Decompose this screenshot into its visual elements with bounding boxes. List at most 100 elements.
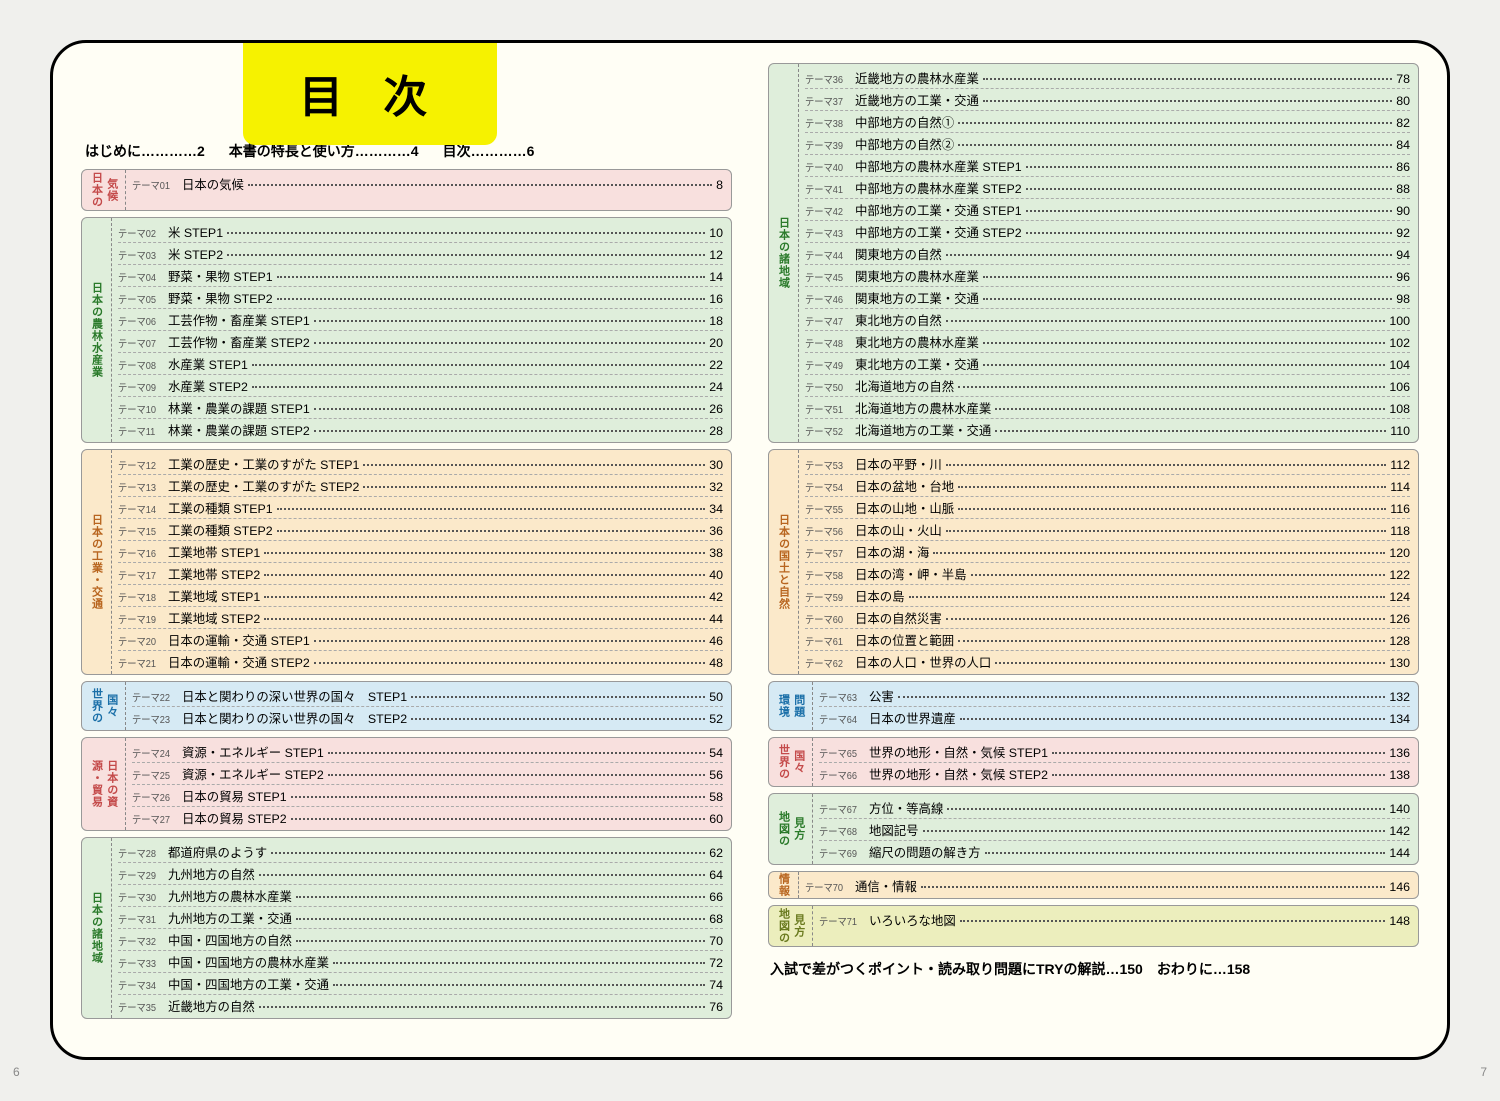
- page-number: 128: [1389, 634, 1410, 648]
- leader-dots: [1026, 210, 1393, 212]
- entries: テーマ36近畿地方の農林水産業78テーマ37近畿地方の工業・交通80テーマ38中…: [799, 64, 1418, 442]
- entry-title: 工業の種類 STEP2: [168, 521, 273, 539]
- section-label: 日本の気候: [82, 170, 126, 210]
- page-number: 46: [709, 634, 723, 648]
- page-number: 138: [1389, 768, 1410, 782]
- entry-title: 工業地帯 STEP1: [168, 543, 260, 561]
- page-number: 8: [716, 178, 723, 192]
- entry-title: 九州地方の農林水産業: [168, 887, 292, 905]
- toc-entry: テーマ49東北地方の工業・交通104: [805, 353, 1410, 375]
- leader-dots: [328, 774, 705, 776]
- toc-entry: テーマ01日本の気候8: [132, 173, 723, 194]
- theme-number: テーマ19: [118, 612, 158, 627]
- page-number: 56: [709, 768, 723, 782]
- entry-title: 日本の運輸・交通 STEP2: [168, 653, 310, 671]
- leader-dots: [227, 254, 705, 256]
- page-number: 82: [1396, 116, 1410, 130]
- entry-title: 水産業 STEP1: [168, 355, 248, 373]
- theme-number: テーマ17: [118, 568, 158, 583]
- entry-title: 林業・農業の課題 STEP2: [168, 421, 310, 439]
- theme-number: テーマ57: [805, 546, 845, 561]
- section: 環境問題テーマ63公害132テーマ64日本の世界遺産134: [768, 681, 1419, 731]
- section-label: 日本の農林水産業: [82, 218, 112, 442]
- entries: テーマ63公害132テーマ64日本の世界遺産134: [813, 682, 1418, 730]
- theme-number: テーマ40: [805, 160, 845, 175]
- toc-entry: テーマ12工業の歴史・工業のすがた STEP130: [118, 453, 723, 475]
- toc-entry: テーマ44関東地方の自然94: [805, 243, 1410, 265]
- page-number: 70: [709, 934, 723, 948]
- leader-dots: [1026, 232, 1393, 234]
- section-label: 世界の国々: [769, 738, 813, 786]
- toc-entry: テーマ33中国・四国地方の農林水産業72: [118, 951, 723, 973]
- page-number: 74: [709, 978, 723, 992]
- page-number: 84: [1396, 138, 1410, 152]
- toc-entry: テーマ46関東地方の工業・交通98: [805, 287, 1410, 309]
- theme-number: テーマ27: [132, 812, 172, 827]
- toc-entry: テーマ11林業・農業の課題 STEP228: [118, 419, 723, 440]
- theme-number: テーマ34: [118, 978, 158, 993]
- page-spread: 目 次 はじめに…………2 本書の特長と使い方…………4 目次…………6 日本の…: [50, 40, 1450, 1060]
- theme-number: テーマ29: [118, 868, 158, 883]
- theme-number: テーマ35: [118, 1000, 158, 1015]
- leader-dots: [1026, 188, 1393, 190]
- section: 日本の諸地域テーマ28都道府県のようす62テーマ29九州地方の自然64テーマ30…: [81, 837, 732, 1019]
- toc-entry: テーマ13工業の歴史・工業のすがた STEP232: [118, 475, 723, 497]
- entries: テーマ28都道府県のようす62テーマ29九州地方の自然64テーマ30九州地方の農…: [112, 838, 731, 1018]
- page-number: 142: [1389, 824, 1410, 838]
- leader-dots: [259, 874, 705, 876]
- leader-dots: [946, 464, 1387, 466]
- theme-number: テーマ59: [805, 590, 845, 605]
- leader-dots: [264, 552, 705, 554]
- toc-entry: テーマ63公害132: [819, 685, 1410, 707]
- leader-dots: [264, 574, 705, 576]
- entry-title: 関東地方の自然: [855, 245, 942, 263]
- entry-title: 北海道地方の農林水産業: [855, 399, 991, 417]
- entry-title: 北海道地方の自然: [855, 377, 954, 395]
- toc-entry: テーマ54日本の盆地・台地114: [805, 475, 1410, 497]
- theme-number: テーマ50: [805, 380, 845, 395]
- leader-dots: [271, 852, 705, 854]
- leader-dots: [314, 640, 705, 642]
- entry-title: 日本の平野・川: [855, 455, 942, 473]
- entry-title: 関東地方の工業・交通: [855, 289, 979, 307]
- theme-number: テーマ16: [118, 546, 158, 561]
- toc-entry: テーマ62日本の人口・世界の人口130: [805, 651, 1410, 672]
- theme-number: テーマ33: [118, 956, 158, 971]
- toc-entry: テーマ10林業・農業の課題 STEP126: [118, 397, 723, 419]
- theme-number: テーマ23: [132, 712, 172, 727]
- entry-title: 工芸作物・畜産業 STEP2: [168, 333, 310, 351]
- toc-entry: テーマ64日本の世界遺産134: [819, 707, 1410, 728]
- entries: テーマ12工業の歴史・工業のすがた STEP130テーマ13工業の歴史・工業のす…: [112, 450, 731, 674]
- leader-dots: [909, 596, 1386, 598]
- theme-number: テーマ48: [805, 336, 845, 351]
- entry-title: 工芸作物・畜産業 STEP1: [168, 311, 310, 329]
- section-label: 環境問題: [769, 682, 813, 730]
- entry-title: 中部地方の農林水産業 STEP2: [855, 179, 1022, 197]
- leader-dots: [291, 818, 706, 820]
- entry-title: 東北地方の自然: [855, 311, 942, 329]
- entry-title: 地図記号: [869, 821, 919, 839]
- entries: テーマ02米 STEP110テーマ03米 STEP212テーマ04野菜・果物 S…: [112, 218, 731, 442]
- entry-title: 九州地方の自然: [168, 865, 255, 883]
- entry-title: 工業の種類 STEP1: [168, 499, 273, 517]
- theme-number: テーマ66: [819, 768, 859, 783]
- entry-title: 縮尺の問題の解き方: [869, 843, 981, 861]
- page-number: 24: [709, 380, 723, 394]
- page-number: 42: [709, 590, 723, 604]
- entries: テーマ71いろいろな地図148: [813, 906, 1418, 946]
- page-number: 30: [709, 458, 723, 472]
- leader-dots: [921, 886, 1385, 888]
- theme-number: テーマ31: [118, 912, 158, 927]
- toc-entry: テーマ27日本の貿易 STEP260: [132, 807, 723, 828]
- page-number: 112: [1390, 458, 1410, 472]
- page-number: 50: [709, 690, 723, 704]
- theme-number: テーマ58: [805, 568, 845, 583]
- toc-entry: テーマ14工業の種類 STEP134: [118, 497, 723, 519]
- page-number: 32: [709, 480, 723, 494]
- leader-dots: [314, 662, 705, 664]
- page-number: 130: [1389, 656, 1410, 670]
- page-number: 34: [709, 502, 723, 516]
- page-number: 86: [1396, 160, 1410, 174]
- toc-entry: テーマ59日本の島124: [805, 585, 1410, 607]
- leader-dots: [252, 386, 705, 388]
